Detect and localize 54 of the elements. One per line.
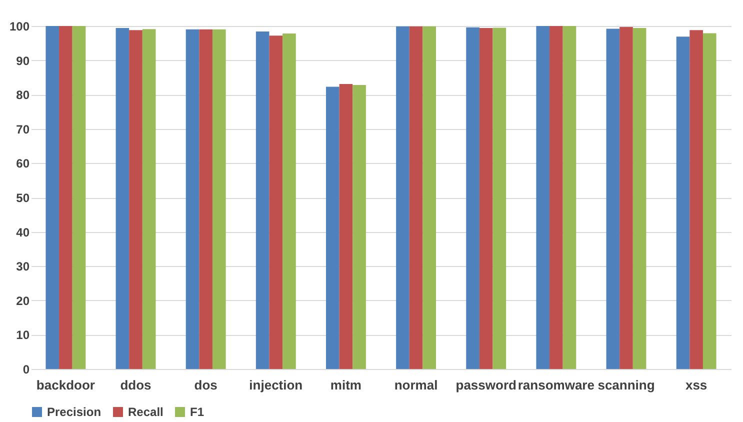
legend-label: Recall xyxy=(128,405,164,419)
bar xyxy=(409,26,423,369)
bar xyxy=(212,29,226,369)
bar xyxy=(326,86,340,369)
x-tick-label: normal xyxy=(394,378,438,392)
bar xyxy=(536,26,550,369)
x-tick-label: dos xyxy=(194,378,218,392)
bar xyxy=(129,30,142,369)
bar xyxy=(59,26,72,369)
bar xyxy=(269,36,283,369)
bar xyxy=(46,26,60,369)
y-tick-label: 40 xyxy=(16,225,30,240)
y-tick-label: 100 xyxy=(9,20,30,34)
x-tick-label: ddos xyxy=(120,378,152,392)
bar xyxy=(562,26,576,369)
bar xyxy=(186,29,200,369)
bar xyxy=(396,26,410,369)
bar xyxy=(479,28,493,369)
y-tick-label: 0 xyxy=(22,362,30,376)
bar xyxy=(492,28,506,369)
bar xyxy=(199,29,212,369)
bar xyxy=(632,28,646,369)
bar xyxy=(422,26,436,369)
bar xyxy=(72,26,86,369)
bar xyxy=(256,31,270,369)
legend-label: F1 xyxy=(190,405,204,419)
bar xyxy=(620,27,633,369)
legend-label: Precision xyxy=(47,405,102,419)
y-tick-label: 30 xyxy=(16,260,30,274)
bar xyxy=(339,84,353,369)
y-tick-label: 10 xyxy=(16,328,30,342)
bar xyxy=(550,26,563,369)
bar xyxy=(690,30,703,369)
bar xyxy=(282,34,296,369)
x-tick-label: injection xyxy=(249,378,303,392)
x-tick-label: password xyxy=(456,378,517,392)
y-tick-label: 90 xyxy=(16,54,30,68)
x-tick-label: xss xyxy=(685,378,708,392)
bar xyxy=(702,33,716,369)
bar xyxy=(606,28,620,369)
y-tick-label: 20 xyxy=(16,294,30,308)
x-tick-label: backdoor xyxy=(36,378,95,392)
x-tick-label: scanning xyxy=(598,378,655,392)
y-tick-label: 50 xyxy=(16,191,30,205)
bar xyxy=(116,28,130,369)
bar xyxy=(466,27,480,369)
x-tick-label: mitm xyxy=(330,378,362,392)
bar xyxy=(352,84,366,369)
y-tick-label: 70 xyxy=(16,122,30,136)
x-tick-label: ransomware xyxy=(518,378,594,392)
y-tick-label: 80 xyxy=(16,88,30,102)
bar xyxy=(142,29,156,369)
y-tick-label: 60 xyxy=(16,156,30,171)
bar xyxy=(676,36,690,369)
